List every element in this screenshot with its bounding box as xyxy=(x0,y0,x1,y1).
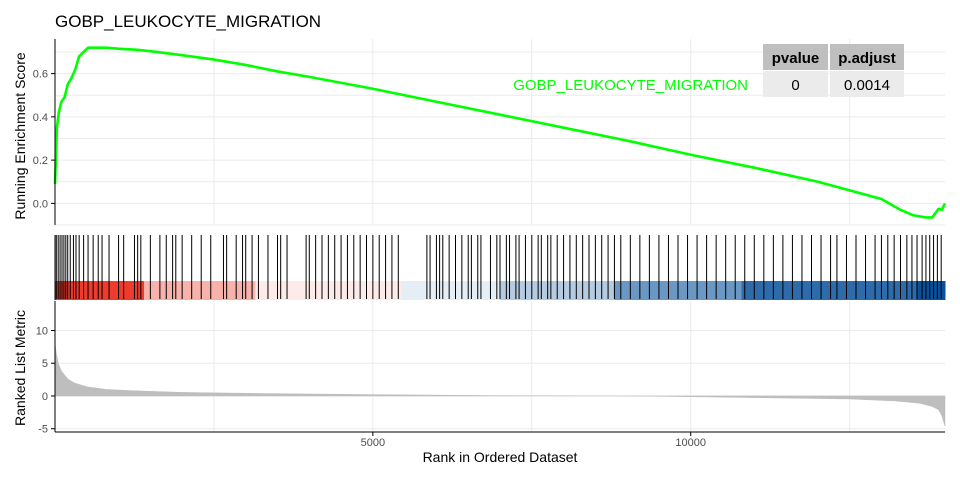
enrichment-curve-layer xyxy=(53,46,947,219)
axes xyxy=(51,39,945,436)
es-y-tick-label: 0.4 xyxy=(33,112,48,124)
metric-y-tick-label: 5 xyxy=(42,358,48,370)
table-header-pvalue-cell xyxy=(763,44,828,70)
heat-band xyxy=(741,281,917,300)
table-header-pvalue: pvalue xyxy=(772,50,820,67)
table-header-padjust-cell xyxy=(830,44,904,70)
table-header-padjust: p.adjust xyxy=(838,50,896,67)
ranked-metric-fill xyxy=(54,343,946,427)
metric-ylabel: Ranked List Metric xyxy=(12,310,28,426)
legend: GOBP_LEUKOCYTE_MIGRATION pvalue p.adjust… xyxy=(513,44,904,97)
table-value-pvalue: 0 xyxy=(791,77,799,94)
heat-band xyxy=(55,281,145,300)
heat-band xyxy=(144,281,256,300)
tick-labels: 0.0 0.2 0.4 0.6 -5 0 5 10 5000 10000 xyxy=(33,69,706,449)
table-value-padjust: 0.0014 xyxy=(844,77,890,94)
chart-title: GOBP_LEUKOCYTE_MIGRATION xyxy=(55,12,321,31)
metric-y-tick-label: -5 xyxy=(38,424,48,436)
heat-band xyxy=(401,281,501,300)
x-tick-label: 5000 xyxy=(361,437,385,449)
metric-y-tick-label: 0 xyxy=(42,391,48,403)
table-value-pvalue-cell xyxy=(763,71,828,97)
es-y-tick-label: 0.6 xyxy=(33,69,48,81)
legend-series-label: GOBP_LEUKOCYTE_MIGRATION xyxy=(513,77,748,94)
x-tick-label: 10000 xyxy=(675,437,706,449)
heat-band xyxy=(916,281,946,300)
gene-hit-ticks xyxy=(55,235,942,299)
x-axis-label: Rank in Ordered Dataset xyxy=(423,449,578,465)
table-value-padjust-cell xyxy=(830,71,904,97)
es-y-tick-label: 0.2 xyxy=(33,155,48,167)
enrichment-ylabel: Running Enrichment Score xyxy=(12,52,28,220)
enrichment-curve xyxy=(53,46,947,219)
es-y-tick-label: 0.0 xyxy=(33,198,48,210)
ranked-metric-area xyxy=(54,343,946,427)
metric-y-tick-label: 10 xyxy=(36,325,48,337)
